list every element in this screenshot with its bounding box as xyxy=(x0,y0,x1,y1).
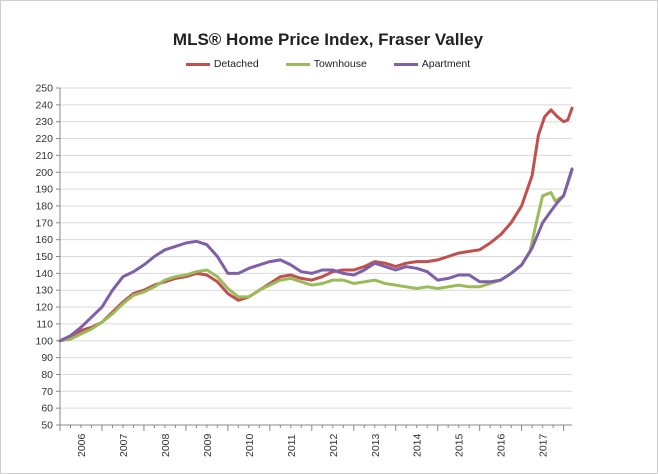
gridlines xyxy=(60,87,572,426)
x-tick-label-2006: 2006 xyxy=(76,433,88,457)
x-tick-label-2011: 2011 xyxy=(286,434,298,457)
y-tick-label-50: 50 xyxy=(41,420,53,432)
y-tick-label-160: 160 xyxy=(35,234,53,246)
legend-item-townhouse: Townhouse xyxy=(285,58,367,71)
x-tick-label-2017: 2017 xyxy=(538,433,550,457)
legend-label-detached: Detached xyxy=(213,58,259,71)
y-tick-label-130: 130 xyxy=(35,285,53,297)
x-tick-label-2008: 2008 xyxy=(160,433,172,457)
y-tick-label-140: 140 xyxy=(35,268,53,280)
y-tick-label-250: 250 xyxy=(35,83,53,95)
x-tick-label-2016: 2016 xyxy=(496,433,508,457)
legend-item-detached: Detached xyxy=(185,58,259,71)
x-tick-label-2013: 2013 xyxy=(370,433,382,457)
y-tick-label-80: 80 xyxy=(41,369,53,381)
x-tick-label-2015: 2015 xyxy=(454,433,466,457)
series-line-townhouse xyxy=(58,169,574,343)
x-tick-label-2012: 2012 xyxy=(328,433,340,457)
y-tick-label-60: 60 xyxy=(41,403,53,415)
series-line-detached xyxy=(58,106,574,343)
y-tick-label-220: 220 xyxy=(35,133,53,145)
legend-label-apartment: Apartment xyxy=(421,58,471,71)
x-tick-label-2010: 2010 xyxy=(244,433,256,457)
y-tick-label-110: 110 xyxy=(36,318,53,330)
series-lines xyxy=(58,106,574,343)
x-tick-label-2009: 2009 xyxy=(202,433,214,457)
y-tick-label-210: 210 xyxy=(35,150,53,162)
y-tick-label-200: 200 xyxy=(35,167,53,179)
y-axis: 50 60 70 80 90 100 110 120 130 140 150 160 170 180 190… xyxy=(35,83,61,432)
chart-legend: Detached Townhouse Apartment xyxy=(0,58,656,70)
legend-swatch-apartment xyxy=(393,62,418,66)
y-tick-label-120: 120 xyxy=(35,302,53,314)
x-tick-label-2014: 2014 xyxy=(412,433,424,457)
y-tick-label-240: 240 xyxy=(35,99,53,111)
legend-item-apartment: Apartment xyxy=(393,58,471,71)
y-tick-label-180: 180 xyxy=(35,200,53,212)
chart-title: MLS® Home Price Index, Fraser Valley xyxy=(172,30,484,49)
x-axis: 2006 2007 2008 2009 2010 2011 2012 2013 2014 2015… xyxy=(59,424,572,457)
y-tick-label-170: 170 xyxy=(35,217,53,229)
legend-label-townhouse: Townhouse xyxy=(313,58,367,71)
y-tick-label-150: 150 xyxy=(35,251,53,263)
y-tick-label-190: 190 xyxy=(35,184,53,196)
y-tick-label-230: 230 xyxy=(35,116,53,128)
series-line-apartment xyxy=(58,167,574,343)
y-tick-label-100: 100 xyxy=(35,335,53,347)
legend-swatch-townhouse xyxy=(285,62,310,66)
x-tick-label-2007: 2007 xyxy=(118,433,130,457)
legend-swatch-detached xyxy=(185,62,210,66)
y-tick-label-70: 70 xyxy=(41,386,53,398)
y-tick-label-90: 90 xyxy=(41,352,53,364)
